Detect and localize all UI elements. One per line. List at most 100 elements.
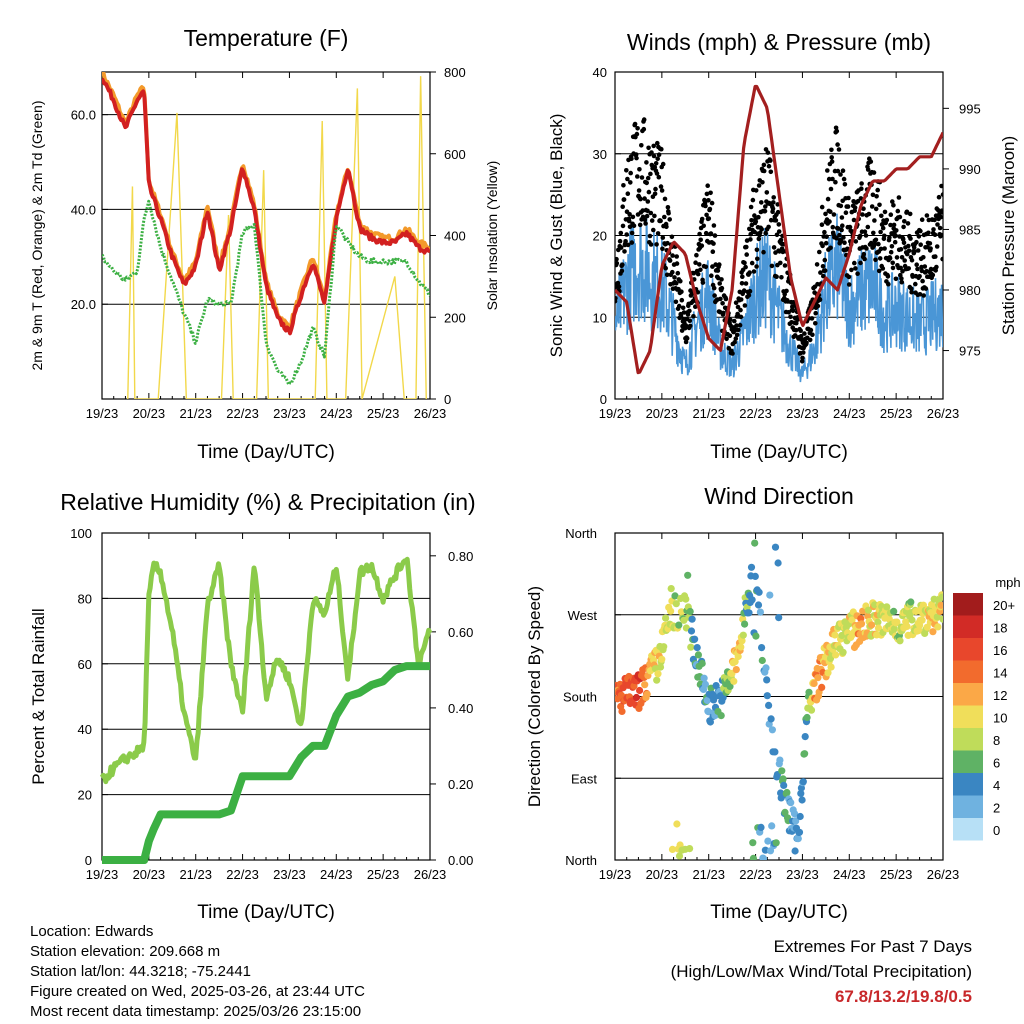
x-tick-label: 24/23 xyxy=(320,867,353,882)
gust-point xyxy=(706,198,711,203)
direction-point xyxy=(908,616,916,624)
direction-point xyxy=(686,845,694,853)
gust-point xyxy=(878,246,884,252)
direction-point xyxy=(781,808,789,817)
speed-legend-label: 14 xyxy=(993,666,1007,681)
gust-point xyxy=(651,143,656,149)
gust-point xyxy=(927,241,933,246)
gust-point xyxy=(620,262,625,268)
direction-point xyxy=(693,644,701,652)
speed-legend-label: 16 xyxy=(993,643,1007,658)
gust-point xyxy=(863,233,869,238)
gust-point xyxy=(678,278,683,284)
gust-point xyxy=(891,222,897,228)
direction-point xyxy=(768,822,776,830)
x-tick-label: 26/23 xyxy=(414,867,447,882)
gust-point xyxy=(670,269,675,275)
gust-point xyxy=(865,224,871,230)
y-tick-label: 100 xyxy=(70,526,92,541)
gust-point xyxy=(894,228,899,233)
direction-point xyxy=(706,718,715,726)
gust-point xyxy=(749,218,754,223)
gust-point xyxy=(922,264,928,269)
direction-point xyxy=(783,788,791,797)
gust-point xyxy=(838,203,844,209)
x-tick-label: 20/23 xyxy=(646,867,679,882)
gust-point xyxy=(834,235,839,241)
gust-point xyxy=(656,152,662,157)
speed-legend-swatch xyxy=(953,728,983,751)
gust-point xyxy=(934,264,939,270)
gust-point xyxy=(667,217,672,222)
gust-point xyxy=(707,206,713,212)
direction-point xyxy=(893,618,901,626)
gust-point xyxy=(829,155,834,160)
gust-point xyxy=(865,167,871,172)
x-tick-label: 20/23 xyxy=(133,867,166,882)
gust-point xyxy=(625,242,631,248)
direction-point xyxy=(658,655,666,663)
chart-title-winds: Winds (mph) & Pressure (mb) xyxy=(627,29,931,55)
gust-point xyxy=(712,293,717,298)
y-tick-label: 20.0 xyxy=(71,297,96,312)
direction-point xyxy=(826,654,835,663)
x-axis-label: Time (Day/UTC) xyxy=(197,902,335,923)
gust-point xyxy=(823,240,829,246)
speed-legend-swatch xyxy=(953,773,983,796)
gust-point xyxy=(748,237,753,242)
gust-point xyxy=(736,327,741,333)
gust-point xyxy=(852,205,858,210)
gust-point xyxy=(878,229,883,235)
x-tick-label: 24/23 xyxy=(833,406,866,421)
y-right-axis-label: Station Pressure (Maroon) xyxy=(999,136,1018,335)
gust-point xyxy=(913,281,918,287)
gust-point xyxy=(849,267,854,273)
gust-point xyxy=(715,268,721,273)
speed-legend-swatch xyxy=(953,615,983,638)
gust-point xyxy=(870,192,876,198)
gust-point xyxy=(930,272,936,278)
y-axis-label: Sonic Wind & Gust (Blue, Black) xyxy=(547,114,566,358)
gust-point xyxy=(615,261,620,266)
gust-point xyxy=(637,167,642,172)
gust-point xyxy=(626,218,632,224)
gust-point xyxy=(773,218,779,223)
series-group xyxy=(99,556,433,864)
gust-point xyxy=(798,328,803,334)
direction-point xyxy=(774,559,782,567)
gust-point xyxy=(679,297,685,303)
gust-point xyxy=(873,237,879,243)
gust-point xyxy=(906,243,911,249)
direction-point xyxy=(883,603,891,611)
gust-point xyxy=(846,282,852,287)
gust-point xyxy=(717,262,722,267)
x-tick-label: 26/23 xyxy=(927,406,960,421)
gust-point xyxy=(823,211,828,217)
gust-point xyxy=(663,265,668,271)
gust-point xyxy=(708,190,713,196)
gust-point xyxy=(779,275,784,280)
gust-point xyxy=(924,213,930,218)
direction-point xyxy=(752,632,760,640)
gust-point xyxy=(711,285,717,291)
direction-point xyxy=(756,608,765,616)
gust-point xyxy=(890,199,895,204)
gust-point xyxy=(730,351,735,356)
gust-point xyxy=(768,217,774,223)
direction-point xyxy=(694,651,703,659)
gust-point xyxy=(738,314,744,320)
gust-point xyxy=(741,288,747,293)
direction-point xyxy=(636,686,644,695)
gust-point xyxy=(639,175,645,180)
direction-point xyxy=(698,659,706,668)
gust-point xyxy=(652,213,657,219)
direction-point xyxy=(667,585,675,593)
gust-point xyxy=(740,274,745,280)
x-tick-label: 24/23 xyxy=(320,406,353,421)
gust-point xyxy=(683,323,689,328)
gust-point xyxy=(662,196,668,202)
y-axis-label: 2m & 9m T (Red, Orange) & 2m Td (Green) xyxy=(29,101,45,371)
gust-point xyxy=(914,262,919,268)
direction-point xyxy=(703,696,711,705)
direction-point xyxy=(747,563,756,571)
